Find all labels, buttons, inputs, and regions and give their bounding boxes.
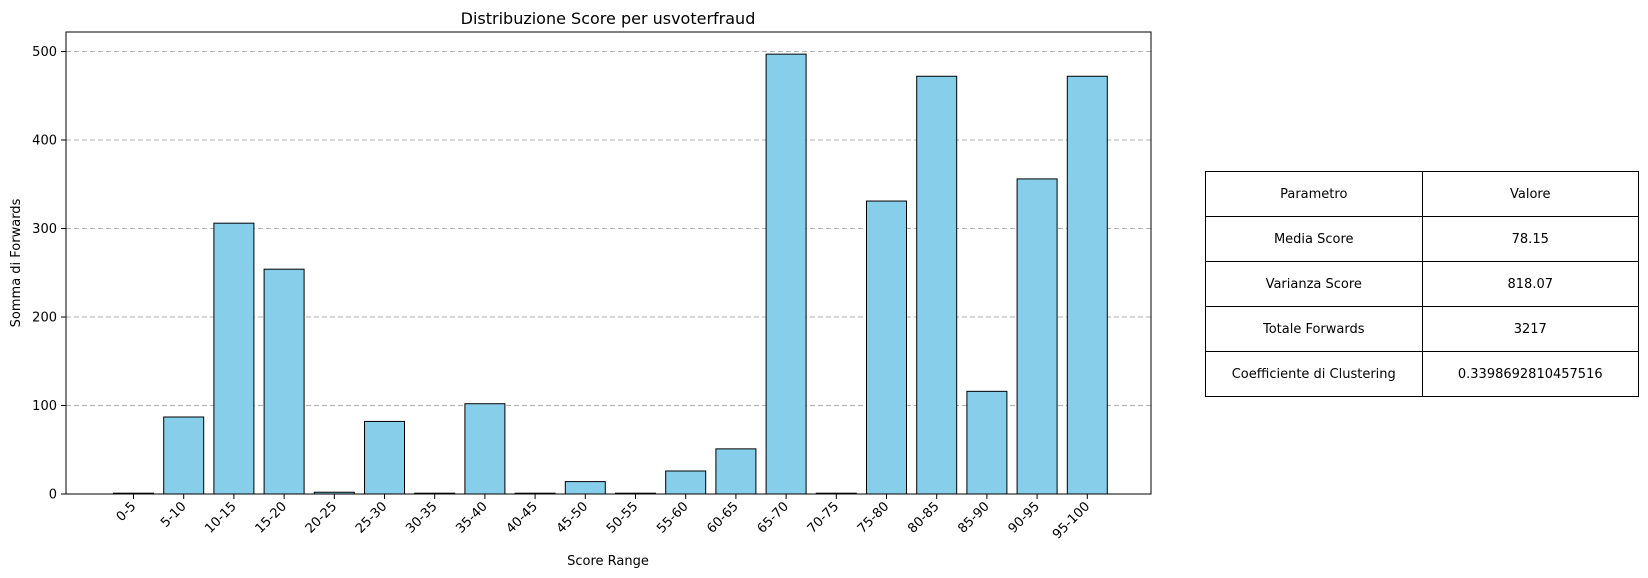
y-tick-label: 100 <box>32 399 57 414</box>
plot-frame <box>65 31 1152 495</box>
bar <box>263 268 305 495</box>
y-tick-label: 300 <box>32 222 57 237</box>
bar <box>866 200 907 495</box>
y-tick-label: 500 <box>32 45 57 60</box>
x-tick-label: 20-25 <box>303 499 340 536</box>
x-tick-label: 5-10 <box>158 499 189 530</box>
y-axis: 0 100 200 300 400 500 <box>32 45 66 503</box>
table-row: Totale Forwards 3217 <box>1205 306 1639 352</box>
bars <box>113 53 1108 495</box>
table-cell: Totale Forwards <box>1205 306 1423 352</box>
x-tick-label: 60-65 <box>704 499 741 536</box>
x-tick-label: 80-85 <box>905 499 942 536</box>
bar <box>564 481 606 495</box>
x-tick-label: 90-95 <box>1006 499 1043 536</box>
x-axis-label: Score Range <box>567 554 649 569</box>
bar <box>665 470 707 495</box>
table-cell: Media Score <box>1205 216 1423 262</box>
bar <box>765 53 807 495</box>
x-tick-label: 25-30 <box>353 499 390 536</box>
x-tick-label: 65-70 <box>755 499 792 536</box>
bar <box>966 390 1008 495</box>
bar <box>916 75 958 495</box>
x-tick-label: 40-45 <box>504 499 541 536</box>
table-row: Media Score 78.15 <box>1205 216 1639 262</box>
table-cell: Coefficiente di Clustering <box>1205 351 1423 397</box>
table-row: Varianza Score 818.07 <box>1205 261 1639 307</box>
x-tick-label: 30-35 <box>403 499 440 536</box>
bar <box>1066 75 1108 495</box>
bar <box>213 222 255 495</box>
table-cell: 0.3398692810457516 <box>1421 351 1639 397</box>
x-tick-label: 75-80 <box>855 499 892 536</box>
bar <box>464 403 506 495</box>
table-header-row: Parametro Valore <box>1205 171 1639 217</box>
x-tick-label: 15-20 <box>253 499 290 536</box>
table-header-cell: Parametro <box>1205 171 1423 217</box>
y-axis-label: Somma di Forwards <box>9 198 24 327</box>
table-cell: 78.15 <box>1421 216 1639 262</box>
bar <box>163 416 205 495</box>
table-row: Coefficiente di Clustering 0.33986928104… <box>1205 351 1639 397</box>
table-cell: 3217 <box>1421 306 1639 352</box>
x-axis: 0-5 5-10 10-15 15-20 20-25 25-30 30-35 35-40 40-… <box>114 494 1093 542</box>
y-tick-label: 200 <box>32 310 57 325</box>
table-cell: Varianza Score <box>1205 261 1423 307</box>
table-header-cell: Valore <box>1421 171 1639 217</box>
x-tick-label: 55-60 <box>654 499 691 536</box>
stats-table: Parametro Valore Media Score 78.15 Varia… <box>1205 171 1639 397</box>
y-tick-label: 0 <box>49 488 57 503</box>
x-tick-label: 95-100 <box>1050 499 1093 542</box>
chart-title: Distribuzione Score per usvoterfraud <box>461 9 756 28</box>
table-cell: 818.07 <box>1421 261 1639 307</box>
x-tick-label: 50-55 <box>604 499 641 536</box>
x-tick-label: 45-50 <box>554 499 591 536</box>
bar-chart: 0 100 200 300 400 500 0-5 5-10 10-15 15-20 20-25 2… <box>9 9 1152 569</box>
x-tick-label: 10-15 <box>202 499 239 536</box>
x-tick-label: 0-5 <box>114 499 140 525</box>
bar <box>1016 178 1058 495</box>
bar <box>364 420 405 495</box>
x-tick-label: 70-75 <box>805 499 842 536</box>
x-tick-label: 85-90 <box>955 499 992 536</box>
y-tick-label: 400 <box>32 133 57 148</box>
bar <box>715 448 757 495</box>
x-tick-label: 35-40 <box>453 499 490 536</box>
